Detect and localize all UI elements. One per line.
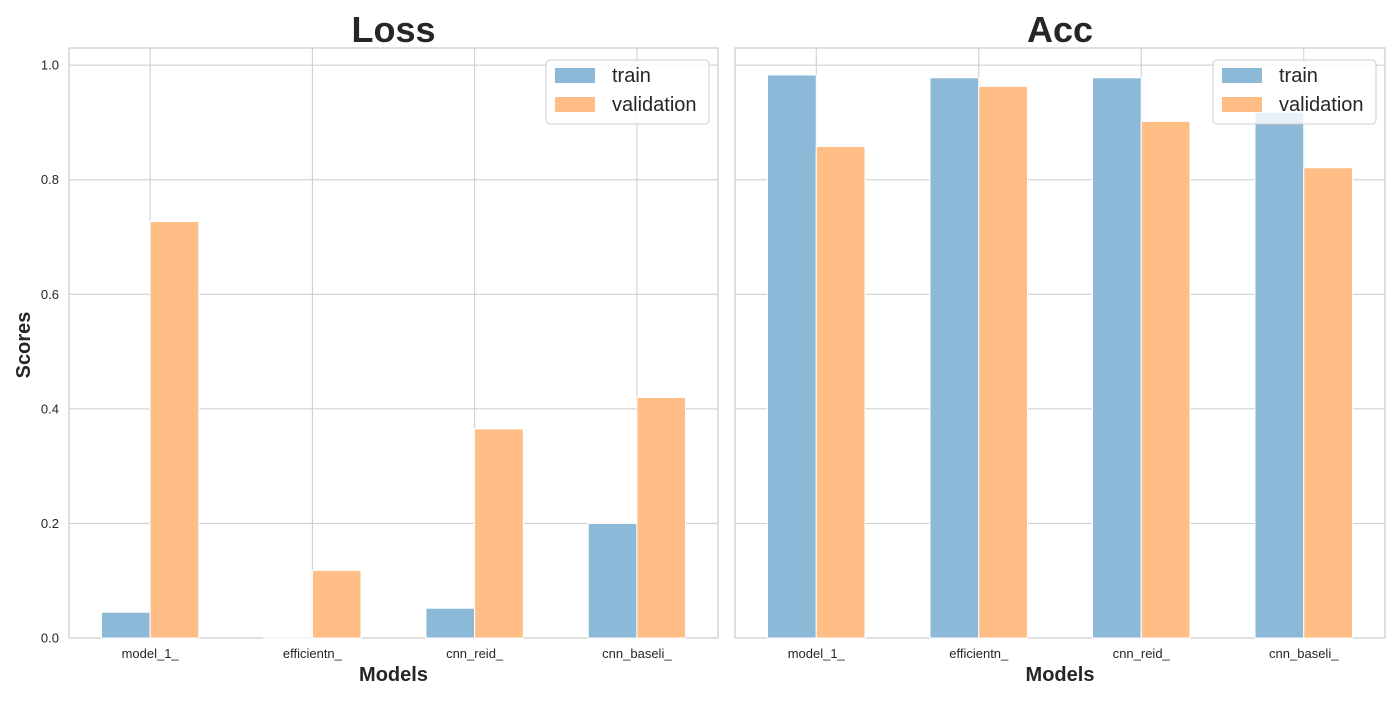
legend-swatch-validation xyxy=(555,97,595,112)
bar-train-model_1_ xyxy=(100,611,151,639)
bar-train-cnn_baseli_ xyxy=(1254,111,1305,639)
bar-validation-efficientn_ xyxy=(978,85,1028,639)
panel-0: 0.0 0.2 0.4 0.6 0.8 1.0 model_1_ efficientn_ cnn… xyxy=(41,9,719,686)
panel-title: Loss xyxy=(351,9,435,50)
bar-validation-cnn_reid_ xyxy=(1140,120,1191,639)
bar-validation-cnn_baseli_ xyxy=(1303,167,1353,639)
legend-label-validation: validation xyxy=(612,94,697,116)
y-tick-label: 0.0 xyxy=(41,631,59,646)
x-tick-label: efficientn_ xyxy=(283,646,343,661)
bar-validation-model_1_ xyxy=(149,221,200,639)
x-tick-label: cnn_baseli_ xyxy=(602,646,672,661)
y-tick-label: 1.0 xyxy=(41,58,59,73)
legend-label-train: train xyxy=(1279,65,1318,87)
legend-swatch-validation xyxy=(1222,97,1262,112)
legend-swatch-train xyxy=(1222,68,1262,83)
legend: train validation xyxy=(545,59,710,125)
bar-validation-model_1_ xyxy=(815,146,866,639)
x-tick-label: cnn_reid_ xyxy=(1113,646,1171,661)
bar-validation-cnn_baseli_ xyxy=(636,396,687,639)
y-tick-label: 0.8 xyxy=(41,172,59,187)
bar-validation-cnn_reid_ xyxy=(474,428,524,639)
panel-1: model_1_ efficientn_ cnn_reid_ cnn_baseli_ A… xyxy=(734,9,1386,686)
legend-label-train: train xyxy=(612,65,651,87)
x-tick-label: efficientn_ xyxy=(949,646,1009,661)
bar-train-cnn_baseli_ xyxy=(587,522,638,639)
bar-validation-efficientn_ xyxy=(311,569,362,639)
figure-ylabel: Scores xyxy=(13,312,35,379)
y-tick-label: 0.6 xyxy=(41,287,59,302)
bar-train-cnn_reid_ xyxy=(1092,77,1142,639)
legend-swatch-train xyxy=(555,68,595,83)
x-axis-label: Models xyxy=(359,664,428,686)
legend-label-validation: validation xyxy=(1279,94,1364,116)
bar-train-model_1_ xyxy=(767,74,817,639)
bar-train-efficientn_ xyxy=(929,77,980,639)
x-tick-label: cnn_reid_ xyxy=(446,646,504,661)
x-tick-label: model_1_ xyxy=(788,646,846,661)
x-axis-label: Models xyxy=(1026,664,1095,686)
bar-train-efficientn_ xyxy=(263,636,313,639)
x-tick-label: model_1_ xyxy=(122,646,180,661)
legend: train validation xyxy=(1212,59,1377,125)
y-tick-label: 0.2 xyxy=(41,516,59,531)
bar-train-cnn_reid_ xyxy=(425,607,476,639)
y-tick-label: 0.4 xyxy=(41,401,59,416)
x-tick-label: cnn_baseli_ xyxy=(1269,646,1339,661)
panel-title: Acc xyxy=(1027,9,1093,50)
